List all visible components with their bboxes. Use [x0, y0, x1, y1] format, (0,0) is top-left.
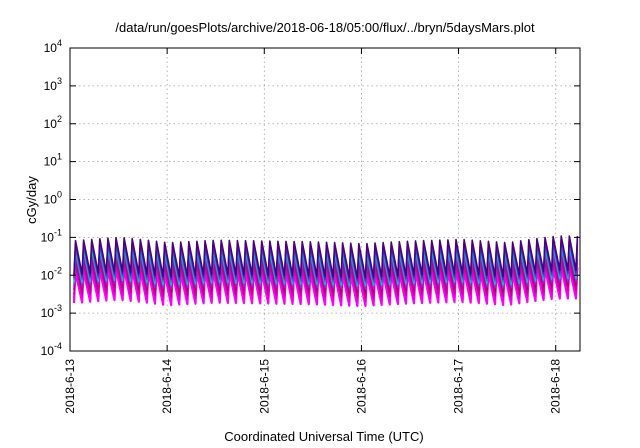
y-tick-label: 101: [44, 152, 62, 169]
y-tick-label: 10-2: [41, 265, 62, 282]
y-tick-label: 100: [44, 190, 62, 207]
x-tick-label: 2018-6-17: [452, 359, 466, 414]
y-tick-label: 102: [44, 114, 62, 131]
series-line: [73, 235, 579, 279]
y-tick-label: 10-3: [41, 303, 62, 320]
y-tick-label: 10-1: [41, 227, 62, 244]
x-ticks: 2018-6-13 2018-6-14 2018-6-15 2018-6-16 2018…: [63, 48, 563, 414]
x-tick-label: 2018-6-14: [160, 359, 174, 414]
y-axis-label: cGy/day: [24, 176, 39, 224]
x-axis-label: Coordinated Universal Time (UTC): [224, 429, 423, 444]
x-tick-label: 2018-6-13: [63, 359, 77, 414]
y-ticks: 10-4 10-3 10-2 10-1 100 101 102 103 104: [41, 38, 580, 358]
series-layer: [72, 235, 579, 308]
x-tick-label: 2018-6-18: [549, 359, 563, 414]
x-tick-label: 2018-6-16: [354, 359, 368, 414]
x-tick-label: 2018-6-15: [257, 359, 271, 414]
y-tick-label: 10-4: [41, 341, 62, 358]
y-tick-label: 103: [44, 76, 62, 93]
y-tick-label: 104: [44, 38, 62, 55]
x-grid-lines: [166, 48, 557, 351]
chart-title: /data/run/goesPlots/archive/2018-06-18/0…: [115, 20, 535, 35]
